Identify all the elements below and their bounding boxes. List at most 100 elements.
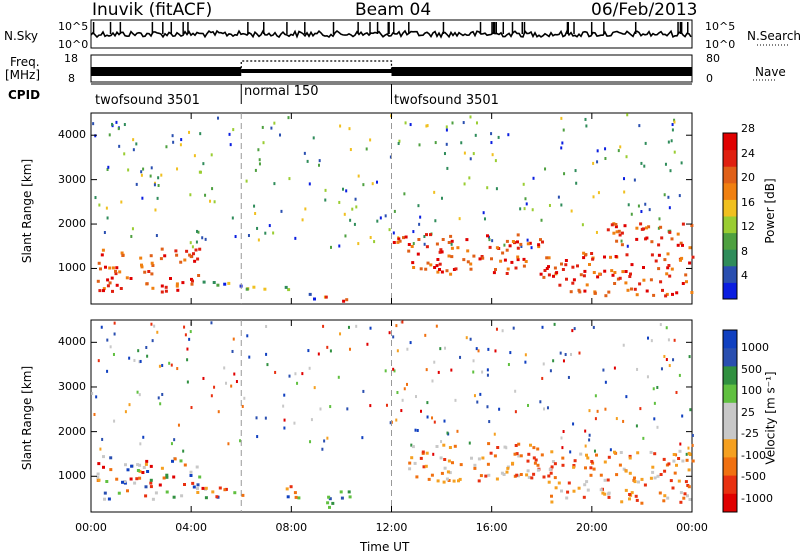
beam-title: Beam 04 <box>355 0 432 20</box>
power-cell <box>663 258 667 262</box>
velocity-cell <box>395 324 398 328</box>
power-cell <box>398 239 402 243</box>
power-cell <box>649 278 653 282</box>
velocity-cell <box>589 466 593 470</box>
power-cell <box>545 256 549 260</box>
power-cell <box>176 167 179 171</box>
freq-band <box>241 69 392 73</box>
power-cell <box>585 283 589 287</box>
velocity-cell <box>189 330 192 334</box>
velocity-cell <box>565 496 569 500</box>
power-ytick-label: 4000 <box>58 128 86 142</box>
velocity-cell <box>637 480 640 484</box>
velocity-cell <box>149 464 153 468</box>
power-cell <box>155 234 158 238</box>
power-cell <box>620 243 624 247</box>
velocity-cell <box>569 450 572 454</box>
velocity-cell <box>424 464 428 468</box>
velocity-cell <box>679 442 682 446</box>
power-cell <box>252 285 256 289</box>
power-cell <box>349 148 352 152</box>
velocity-cell <box>539 400 542 404</box>
power-cell <box>213 200 216 204</box>
velocity-cell <box>685 452 688 456</box>
velocity-cell <box>472 370 475 374</box>
velocity-cell <box>532 456 536 460</box>
power-cell <box>571 265 575 269</box>
velocity-cell <box>662 499 666 503</box>
velocity-cell <box>248 355 251 359</box>
power-cell <box>189 241 192 245</box>
power-cell <box>197 274 201 277</box>
power-cell <box>181 281 185 285</box>
velocity-cell <box>168 361 171 365</box>
power-cell <box>171 134 174 138</box>
velocity-cell <box>117 491 121 495</box>
velocity-cell <box>235 380 238 384</box>
power-cell <box>369 235 372 239</box>
velocity-cell <box>426 401 429 405</box>
velocity-cell <box>511 461 515 465</box>
power-cell <box>196 229 199 233</box>
velocity-cell <box>487 347 490 351</box>
power-cell <box>495 187 498 191</box>
power-cell <box>463 182 466 186</box>
velocity-cell <box>161 392 164 396</box>
freq-band <box>391 67 692 76</box>
velocity-cell <box>439 456 443 460</box>
velocity-cell <box>196 491 200 494</box>
power-cell <box>618 276 622 280</box>
power-cell <box>273 182 276 186</box>
velocity-cell <box>91 391 94 395</box>
velocity-cell <box>572 465 576 469</box>
power-cell <box>625 155 628 159</box>
nsky-tick-top: 10^5 <box>58 20 89 33</box>
power-cell <box>592 195 595 199</box>
velocity-cell <box>162 476 166 480</box>
velocity-cell <box>103 497 106 501</box>
velocity-cell <box>588 433 591 437</box>
velocity-cell <box>328 505 331 509</box>
power-cell <box>154 208 157 212</box>
power-cell <box>110 276 114 280</box>
power-cell <box>183 258 187 262</box>
power-cell <box>667 195 670 199</box>
velocity-cell <box>688 355 691 359</box>
velocity-cell <box>636 367 639 371</box>
velocity-cell <box>515 473 519 477</box>
power-cell <box>135 182 138 186</box>
power-cell <box>132 138 135 142</box>
velocity-cell <box>659 323 662 327</box>
power-cell <box>571 281 575 285</box>
velocity-cell <box>550 500 554 504</box>
velocity-cell <box>362 389 365 393</box>
power-cell <box>592 161 595 165</box>
velocity-cell <box>642 436 645 440</box>
power-cell <box>355 205 358 209</box>
velocity-cell <box>264 416 267 420</box>
power-cell <box>318 159 321 163</box>
velocity-cell <box>233 491 237 495</box>
velocity-cell <box>145 459 149 463</box>
velocity-cell <box>578 351 581 355</box>
velocity-cell <box>507 363 510 367</box>
power-cell <box>526 238 529 242</box>
power-cell <box>469 267 473 271</box>
power-cell <box>582 251 586 255</box>
power-cell <box>439 248 443 252</box>
velocity-cell <box>517 442 521 446</box>
nave-label: Nave <box>755 65 786 79</box>
velocity-cell <box>663 494 667 498</box>
velocity-cell <box>513 452 517 456</box>
velocity-cell <box>113 321 116 325</box>
velocity-cell <box>204 496 208 500</box>
power-cell <box>593 291 597 295</box>
velocity-cell <box>557 481 561 485</box>
power-cell <box>190 282 194 286</box>
velocity-cell <box>624 469 628 473</box>
velocity-cell <box>454 398 457 402</box>
velocity-cell <box>156 330 159 334</box>
power-cell <box>189 255 193 259</box>
power-cell <box>417 238 421 241</box>
power-cell <box>671 123 674 127</box>
